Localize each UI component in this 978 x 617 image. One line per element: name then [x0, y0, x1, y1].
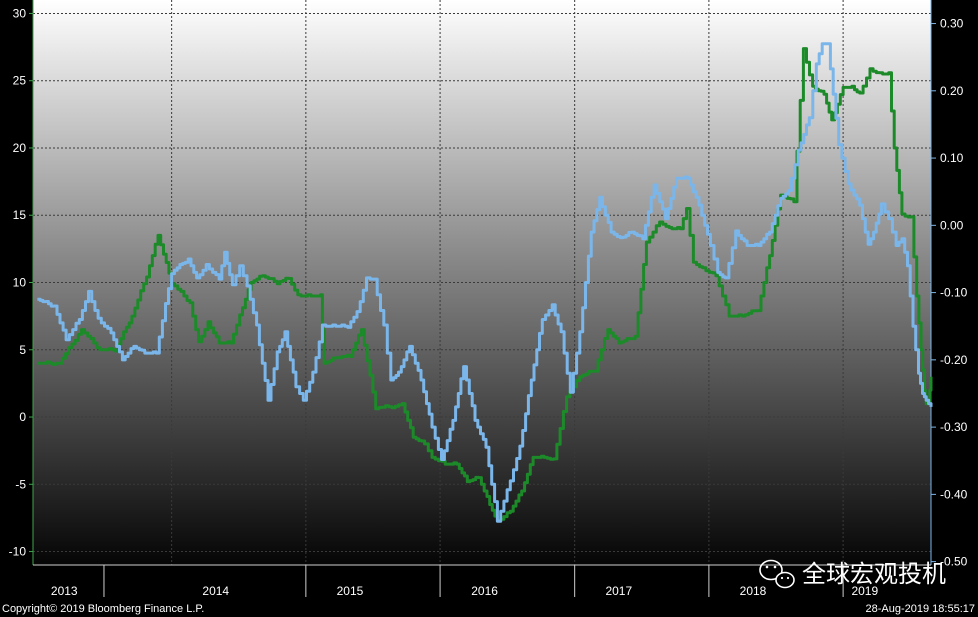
- right-tick-label: -0.50: [940, 555, 968, 569]
- timestamp-text: 28-Aug-2019 18:55:17: [866, 603, 975, 615]
- watermark: 全球宏观投机: [759, 559, 946, 589]
- x-tick-label: 2014: [202, 584, 229, 598]
- left-tick-label: 10: [13, 276, 27, 290]
- copyright-text: Copyright© 2019 Bloomberg Finance L.P.: [2, 603, 204, 615]
- x-tick-label: 2016: [471, 584, 498, 598]
- tick-labels: 30 25 20 15 10 5 0 -5 -10 0.30 0.20 0.10 0.00 -0.10 -0…: [9, 6, 968, 568]
- right-tick-label: 0.10: [940, 151, 964, 165]
- left-tick-label: -5: [15, 477, 26, 491]
- x-tick-label: 2018: [740, 584, 767, 598]
- left-tick-label: -10: [9, 545, 27, 559]
- right-tick-label: -0.10: [940, 286, 968, 300]
- wechat-icon: [759, 559, 795, 589]
- left-tick-label: 25: [13, 74, 27, 88]
- x-tick-label: 2015: [337, 584, 364, 598]
- series-layer: [37, 42, 933, 523]
- watermark-text: 全球宏观投机: [802, 560, 946, 588]
- left-tick-label: 0: [19, 410, 26, 424]
- right-tick-label: -0.20: [940, 353, 968, 367]
- right-tick-label: 0.20: [940, 84, 964, 98]
- right-tick-label: -0.30: [940, 420, 968, 434]
- x-tick-label: 2019: [851, 584, 878, 598]
- left-tick-label: 5: [19, 343, 26, 357]
- right-tick-label: -0.40: [940, 487, 968, 501]
- series-line-left: [37, 47, 933, 523]
- right-tick-label: 0.30: [940, 17, 964, 31]
- right-tick-label: 0.00: [940, 218, 964, 232]
- series-line-right: [37, 42, 933, 523]
- left-tick-label: 15: [13, 208, 27, 222]
- x-tick-label: 2013: [51, 584, 78, 598]
- left-tick-label: 30: [13, 6, 27, 20]
- x-tick-label: 2017: [605, 584, 632, 598]
- left-tick-label: 20: [13, 141, 27, 155]
